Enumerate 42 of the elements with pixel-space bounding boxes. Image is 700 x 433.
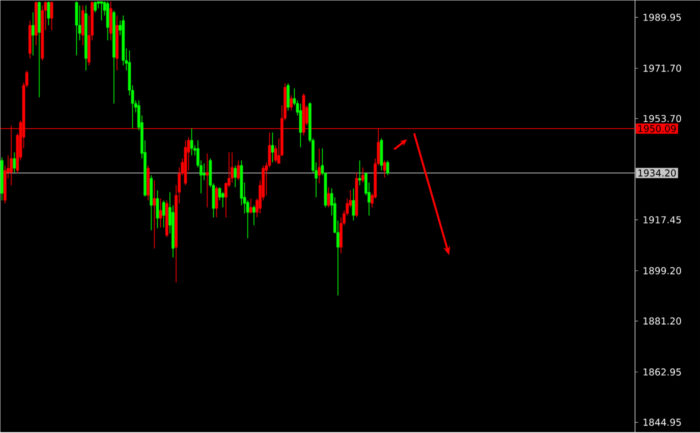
- candlestick: [50, 1, 54, 31]
- candlestick: [318, 148, 321, 184]
- candlestick: [383, 160, 386, 178]
- y-tick-label: 1899.20: [644, 267, 682, 275]
- candlestick: [152, 180, 156, 250]
- y-tick-label: 1971.70: [644, 64, 682, 72]
- y-tick-label: 1953.70: [644, 115, 682, 122]
- candlestick: [75, 1, 78, 56]
- y-tick-label: 1989.95: [644, 14, 681, 22]
- candlestick: [361, 167, 364, 184]
- ref-line-label: 1950.09: [638, 125, 676, 132]
- candlestick: [358, 160, 362, 186]
- candlestick: [230, 152, 234, 184]
- candlestick: [94, 1, 97, 14]
- candlestick: [327, 187, 330, 208]
- candlestick: [159, 198, 162, 228]
- y-tick-label: 1881.20: [644, 318, 682, 325]
- y-tick-label: 1844.95: [644, 418, 681, 426]
- candlestick: [32, 12, 34, 56]
- candlestick: [249, 198, 252, 214]
- candlestick: [47, 1, 50, 26]
- candlestick: [100, 1, 103, 22]
- candlestick: [156, 190, 159, 229]
- y-tick-label: 1917.45: [644, 216, 681, 224]
- candlestick: [202, 163, 206, 181]
- candlestick: [162, 200, 166, 228]
- candlestick: [12, 152, 16, 174]
- candlestick: [215, 186, 218, 218]
- y-tick-label: 1862.95: [644, 368, 681, 376]
- candlestick: [252, 205, 256, 226]
- candlestick: [352, 188, 355, 222]
- candlestick: [206, 153, 209, 208]
- candlestick: [271, 132, 274, 163]
- candlestick: [234, 165, 237, 188]
- candlestick: [190, 128, 194, 156]
- candlestick: [386, 160, 390, 176]
- candlestick: [290, 95, 293, 112]
- candlestick: [221, 192, 224, 208]
- ref-line-label: 1934.20: [638, 170, 676, 177]
- candlestick: [299, 103, 302, 148]
- candlestick: [236, 160, 240, 181]
- candlestick: [286, 83, 290, 112]
